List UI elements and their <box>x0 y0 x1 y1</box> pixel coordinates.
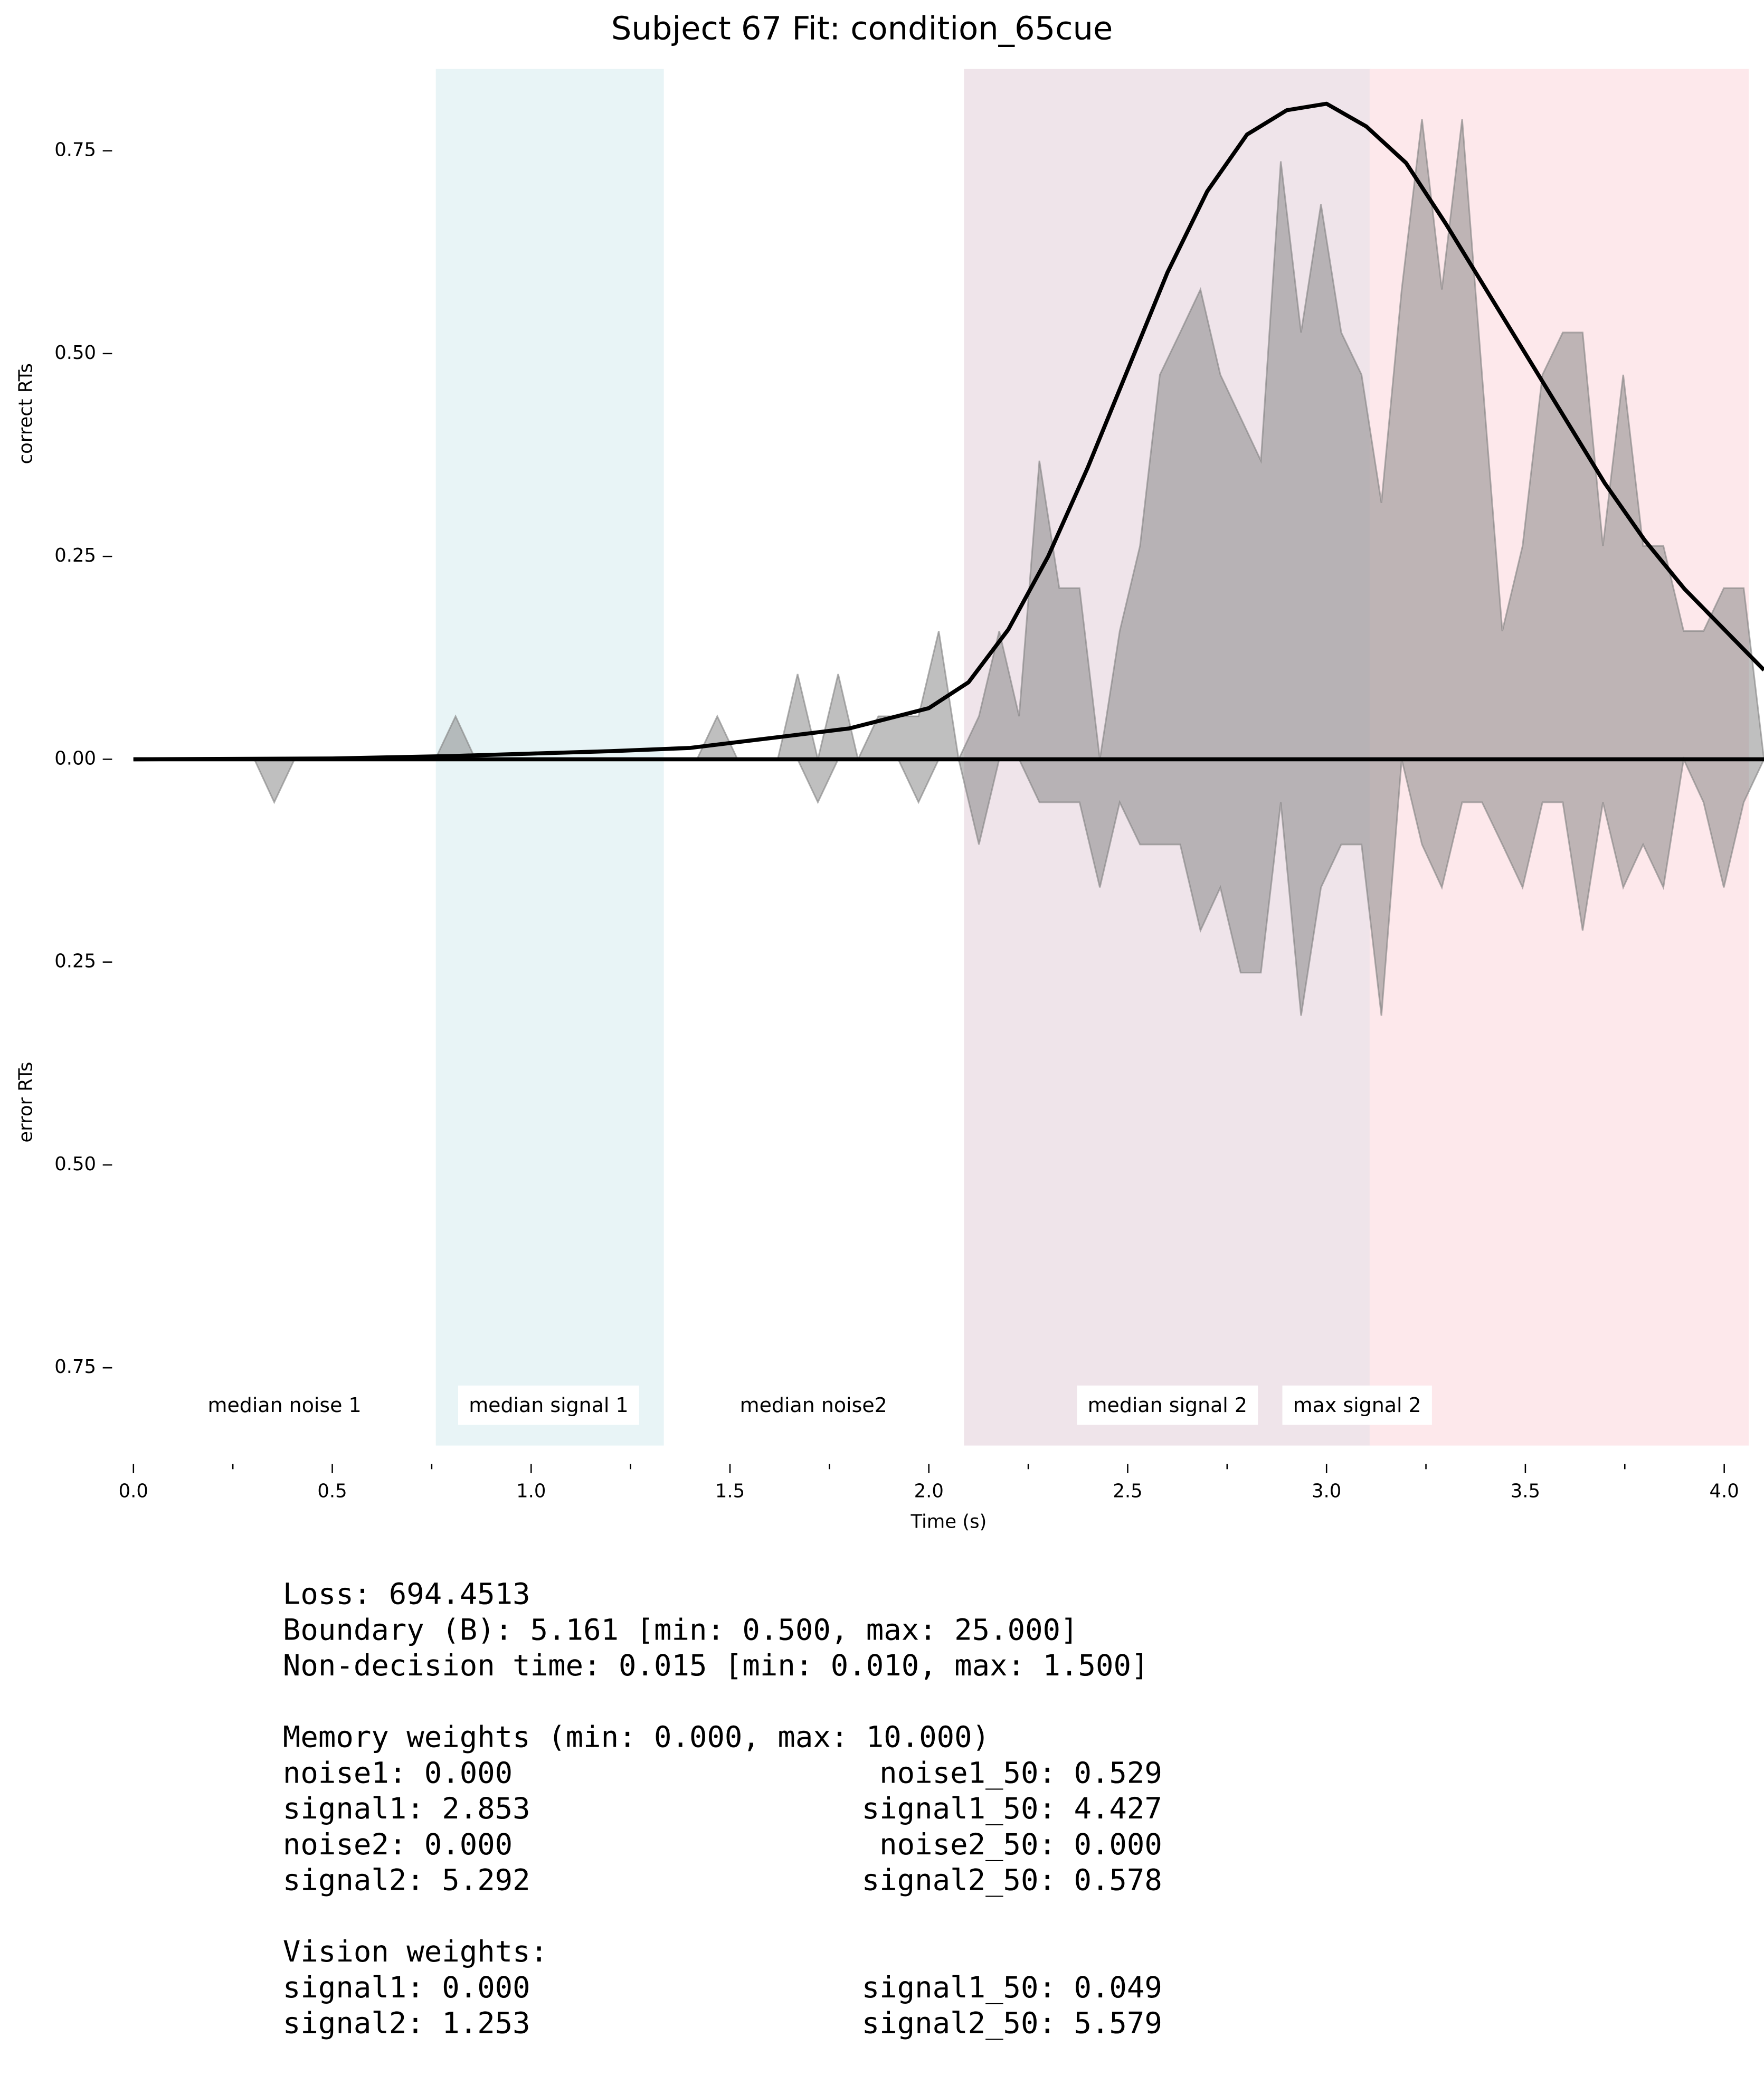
weight-left: signal2: 5.292 <box>283 1863 530 1898</box>
weight-left: signal1: 2.853 <box>283 1792 530 1826</box>
region-label: median signal 2 <box>1088 1394 1247 1417</box>
region-label: median signal 1 <box>469 1394 628 1417</box>
y-tick-label: 0.25 <box>54 545 96 566</box>
x-tick-label: 3.0 <box>1312 1480 1341 1502</box>
weight-right: noise2_50: 0.000 <box>879 1827 1162 1862</box>
region-label: median noise 1 <box>208 1394 362 1417</box>
plot-area: median noise 1 median signal 1 median nois… <box>54 69 1764 1502</box>
region-label: median noise2 <box>740 1394 887 1417</box>
x-tick-label: 4.0 <box>1710 1480 1739 1502</box>
x-tick-label: 1.5 <box>715 1480 745 1502</box>
label-box <box>1282 1385 1432 1425</box>
summary-line: Boundary (B): 5.161 [min: 0.500, max: 25… <box>283 1613 1078 1647</box>
weight-left: signal2: 1.253 <box>283 2006 530 2041</box>
x-tick-label: 0.0 <box>119 1480 148 1502</box>
x-tick-label: 0.5 <box>317 1480 347 1502</box>
weight-left: noise2: 0.000 <box>283 1827 513 1862</box>
label-box <box>458 1385 639 1425</box>
x-tick-label: 2.0 <box>914 1480 944 1502</box>
x-tick-label: 2.5 <box>1113 1480 1142 1502</box>
x-tick-label: 3.5 <box>1511 1480 1540 1502</box>
weight-left: noise1: 0.000 <box>283 1756 513 1790</box>
weight-left: signal1: 0.000 <box>283 1970 530 2005</box>
summary-line: Non-decision time: 0.015 [min: 0.010, ma… <box>283 1648 1149 1683</box>
region-label: max signal 2 <box>1293 1394 1421 1417</box>
label-box <box>1077 1385 1258 1425</box>
x-axis-label: Time (s) <box>910 1511 987 1532</box>
y-tick-label: 0.00 <box>54 747 96 769</box>
summary-heading: Memory weights (min: 0.000, max: 10.000) <box>283 1720 990 1755</box>
y-tick-label: 0.75 <box>54 139 96 161</box>
weight-right: signal2_50: 5.579 <box>862 2006 1162 2041</box>
weight-right: signal2_50: 0.578 <box>862 1863 1162 1898</box>
y-tick-label: 0.75 <box>54 1356 96 1378</box>
weight-right: noise1_50: 0.529 <box>879 1756 1162 1790</box>
y-axis-label: error RTs <box>15 1062 37 1143</box>
x-tick-label: 1.0 <box>516 1480 546 1502</box>
summary-line: Loss: 694.4513 <box>283 1577 530 1612</box>
y-axis-label: correct RTs <box>15 363 37 464</box>
y-tick-label: 0.25 <box>54 951 96 972</box>
summary-heading: Vision weights: <box>283 1935 548 1969</box>
y-tick-label: 0.50 <box>54 1153 96 1175</box>
fit-curve <box>133 101 1764 762</box>
chart-title: Subject 67 Fit: condition_65cue <box>611 11 1113 48</box>
weight-right: signal1_50: 0.049 <box>862 1970 1162 2005</box>
y-tick-label: 0.50 <box>54 342 96 364</box>
weight-right: signal1_50: 4.427 <box>862 1792 1162 1826</box>
